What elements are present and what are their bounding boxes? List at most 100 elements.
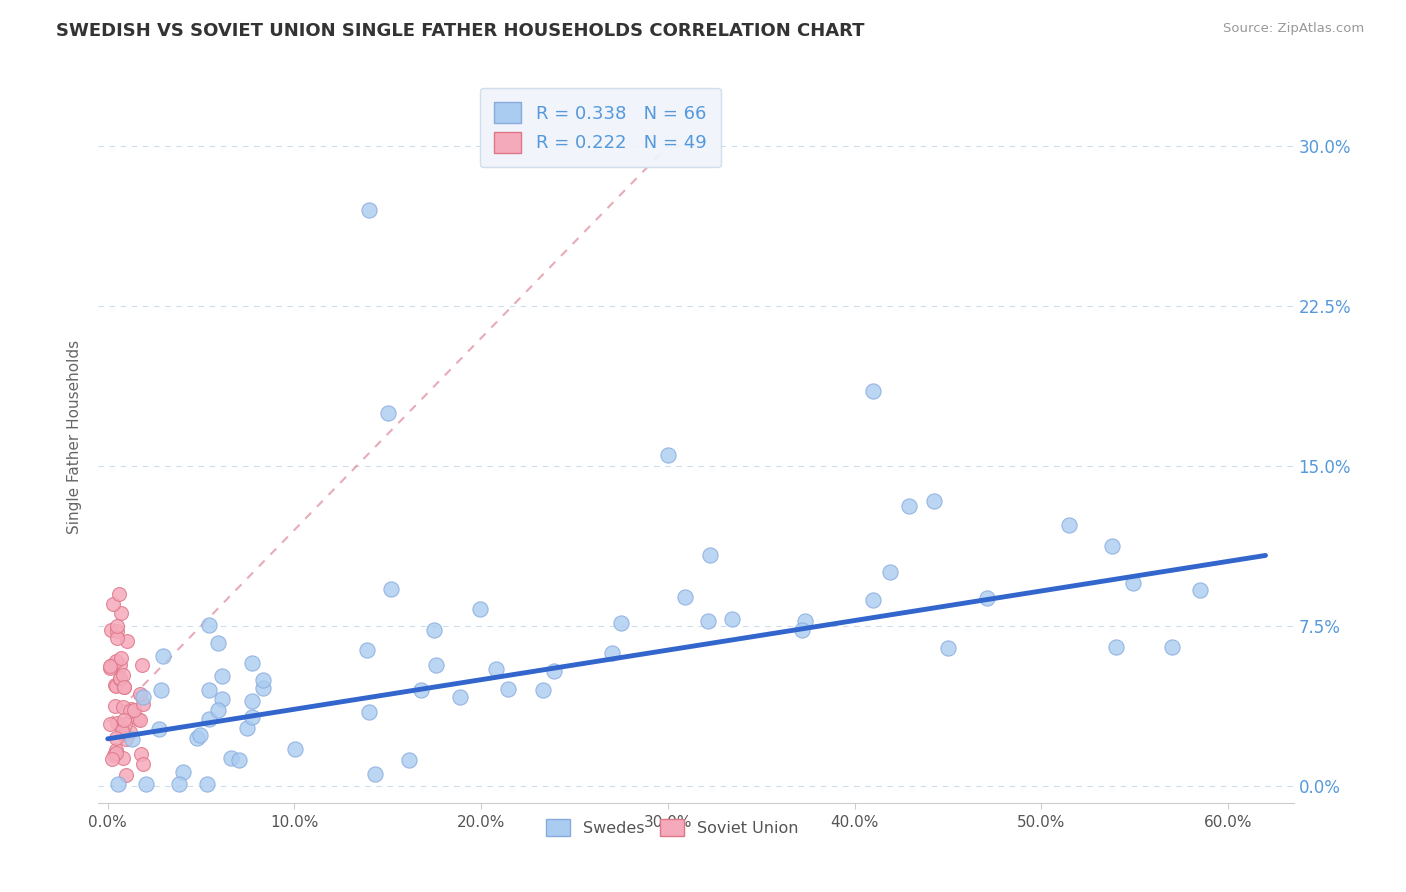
Point bbox=[721, 612, 744, 626]
Point bbox=[252, 673, 274, 687]
Point bbox=[105, 624, 128, 638]
Point bbox=[110, 718, 132, 732]
Point bbox=[1122, 576, 1144, 591]
Point bbox=[610, 616, 633, 631]
Point bbox=[364, 767, 387, 781]
Point bbox=[115, 731, 138, 746]
Point bbox=[112, 727, 135, 741]
Point bbox=[219, 751, 242, 765]
Y-axis label: Single Father Households: Single Father Households bbox=[67, 340, 83, 534]
Point bbox=[673, 590, 696, 604]
Point bbox=[121, 731, 143, 746]
Point bbox=[380, 582, 402, 597]
Point bbox=[111, 668, 134, 682]
Point bbox=[356, 643, 378, 657]
Point bbox=[114, 717, 136, 731]
Point bbox=[127, 712, 149, 726]
Point bbox=[228, 753, 250, 767]
Point bbox=[240, 710, 263, 724]
Point bbox=[132, 690, 155, 705]
Point bbox=[197, 682, 219, 697]
Point bbox=[284, 741, 307, 756]
Point bbox=[103, 747, 125, 762]
Point bbox=[195, 776, 218, 790]
Point bbox=[211, 691, 233, 706]
Point bbox=[1161, 640, 1184, 654]
Point bbox=[129, 714, 152, 728]
Point bbox=[129, 687, 152, 701]
Point bbox=[167, 776, 190, 790]
Point bbox=[423, 623, 446, 637]
Point bbox=[240, 693, 263, 707]
Point bbox=[135, 776, 157, 790]
Point bbox=[105, 746, 128, 760]
Point bbox=[108, 658, 131, 673]
Point bbox=[150, 682, 173, 697]
Point bbox=[100, 716, 122, 731]
Point bbox=[103, 598, 125, 612]
Point bbox=[105, 619, 128, 633]
Point bbox=[101, 752, 124, 766]
Point bbox=[98, 661, 121, 675]
Point bbox=[112, 680, 135, 694]
Point bbox=[377, 406, 399, 420]
Point bbox=[699, 548, 721, 562]
Point bbox=[114, 768, 136, 782]
Point bbox=[198, 617, 221, 632]
Point bbox=[98, 658, 121, 673]
Point bbox=[936, 640, 959, 655]
Point bbox=[449, 690, 471, 704]
Point bbox=[543, 664, 565, 678]
Point bbox=[172, 764, 194, 779]
Point bbox=[104, 731, 127, 745]
Point bbox=[898, 499, 921, 513]
Point bbox=[115, 634, 138, 648]
Point bbox=[111, 751, 134, 765]
Point bbox=[793, 614, 815, 628]
Point bbox=[105, 631, 128, 645]
Point bbox=[976, 591, 998, 605]
Point bbox=[531, 682, 554, 697]
Point bbox=[110, 650, 132, 665]
Point bbox=[862, 592, 884, 607]
Point bbox=[240, 656, 263, 670]
Point bbox=[104, 679, 127, 693]
Point bbox=[132, 756, 155, 771]
Point bbox=[120, 705, 142, 719]
Point bbox=[104, 654, 127, 668]
Point bbox=[152, 648, 174, 663]
Point bbox=[105, 743, 128, 757]
Point bbox=[122, 703, 145, 717]
Point bbox=[197, 713, 219, 727]
Point bbox=[120, 724, 142, 739]
Point bbox=[111, 724, 134, 739]
Point bbox=[108, 671, 131, 685]
Point bbox=[922, 494, 945, 508]
Point bbox=[111, 700, 134, 714]
Point bbox=[602, 646, 624, 660]
Point bbox=[425, 658, 447, 673]
Point bbox=[148, 722, 170, 736]
Text: SWEDISH VS SOVIET UNION SINGLE FATHER HOUSEHOLDS CORRELATION CHART: SWEDISH VS SOVIET UNION SINGLE FATHER HO… bbox=[56, 22, 865, 40]
Point bbox=[104, 678, 127, 692]
Point bbox=[207, 636, 229, 650]
Point bbox=[1059, 517, 1081, 532]
Legend: Swedes, Soviet Union: Swedes, Soviet Union bbox=[540, 813, 804, 842]
Point bbox=[359, 202, 381, 217]
Point bbox=[211, 669, 233, 683]
Point bbox=[112, 680, 135, 694]
Point bbox=[108, 587, 131, 601]
Point bbox=[110, 607, 132, 621]
Point bbox=[107, 776, 129, 790]
Point bbox=[496, 682, 519, 697]
Point bbox=[468, 601, 491, 615]
Point bbox=[359, 705, 381, 719]
Point bbox=[1188, 583, 1211, 598]
Point bbox=[114, 714, 136, 728]
Text: Source: ZipAtlas.com: Source: ZipAtlas.com bbox=[1223, 22, 1364, 36]
Point bbox=[186, 731, 208, 745]
Point bbox=[862, 384, 884, 399]
Point bbox=[131, 658, 153, 673]
Point bbox=[252, 681, 274, 695]
Point bbox=[657, 448, 679, 462]
